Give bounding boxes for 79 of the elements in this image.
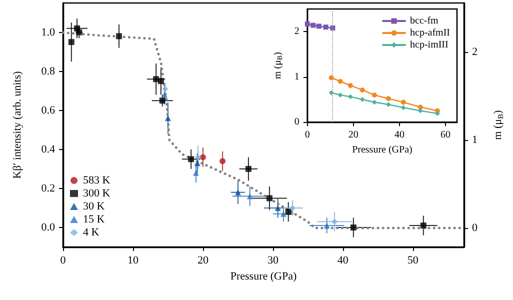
point xyxy=(246,193,253,200)
point xyxy=(372,100,377,105)
y2-tick-label: 0 xyxy=(472,222,478,234)
point xyxy=(360,96,365,102)
point xyxy=(188,156,194,162)
x-axis-title: Pressure (GPa) xyxy=(352,144,412,156)
point xyxy=(192,170,199,176)
legend-label: 583 K xyxy=(83,174,110,186)
y-tick-label: 0 xyxy=(294,116,300,128)
x-tick-label: 60 xyxy=(440,130,450,141)
point xyxy=(234,189,241,196)
x-tick-label: 40 xyxy=(394,130,404,141)
point xyxy=(285,208,292,215)
x-axis-title: Pressure (GPa) xyxy=(230,270,297,282)
y-tick-label: 0.4 xyxy=(41,143,56,156)
point xyxy=(266,195,272,202)
legend-label: 15 K xyxy=(83,214,105,226)
point xyxy=(158,78,164,84)
x-tick-label: 0 xyxy=(60,254,66,266)
y2-tick-label: 2 xyxy=(472,46,478,58)
point xyxy=(323,24,328,30)
y-tick-label: 0.0 xyxy=(41,221,56,234)
point xyxy=(200,154,206,160)
x-tick-label: 40 xyxy=(337,254,349,266)
point xyxy=(348,94,353,100)
point xyxy=(220,158,226,164)
point xyxy=(434,111,440,116)
point xyxy=(338,92,343,98)
legend-label: 30 K xyxy=(83,200,105,212)
legend-label: hcp-afmII xyxy=(410,28,450,38)
point xyxy=(418,108,423,114)
y-axis-title: Kβ′ intensity (arb. units) xyxy=(12,70,24,179)
y-tick-label: 0.8 xyxy=(41,65,56,78)
y-tick-label: 0.2 xyxy=(41,182,55,194)
point xyxy=(316,24,322,29)
point xyxy=(68,39,74,46)
y-tick-label: 0.6 xyxy=(41,104,56,116)
point xyxy=(324,222,330,229)
point xyxy=(310,22,316,28)
y2-tick-label: 1 xyxy=(472,134,478,146)
legend-label: 300 K xyxy=(83,188,110,200)
x-tick-label: 20 xyxy=(348,130,358,141)
point xyxy=(330,26,336,30)
y-tick-label: 1 xyxy=(294,71,300,82)
point xyxy=(350,224,356,230)
y-tick-label: 2 xyxy=(294,26,300,38)
x-tick-label: 10 xyxy=(127,254,139,266)
point xyxy=(194,160,200,166)
point xyxy=(400,105,406,110)
legend-label: hcp-imIII xyxy=(410,40,448,50)
point xyxy=(116,33,122,40)
point xyxy=(164,115,171,122)
point xyxy=(159,98,166,104)
point xyxy=(338,78,343,84)
point xyxy=(245,166,252,172)
legend-label: bcc-fm xyxy=(410,16,439,26)
legend-label: 4 K xyxy=(83,226,100,238)
point xyxy=(290,204,296,211)
point xyxy=(372,92,377,98)
point xyxy=(280,210,286,217)
point xyxy=(76,29,82,36)
point xyxy=(386,96,391,102)
x-tick-label: 0 xyxy=(304,130,310,141)
point xyxy=(161,92,168,98)
x-tick-label: 20 xyxy=(197,254,209,266)
point xyxy=(420,222,426,229)
point xyxy=(332,218,338,225)
point xyxy=(304,21,310,26)
y-tick-label: 1.0 xyxy=(41,26,56,38)
x-tick-label: 50 xyxy=(407,254,419,266)
point xyxy=(195,154,202,160)
x-tick-label: 30 xyxy=(267,254,279,266)
point xyxy=(348,82,353,88)
point xyxy=(418,104,423,110)
point xyxy=(386,102,391,107)
point xyxy=(400,100,406,105)
point xyxy=(162,86,168,92)
point xyxy=(274,204,281,211)
point xyxy=(360,87,365,92)
